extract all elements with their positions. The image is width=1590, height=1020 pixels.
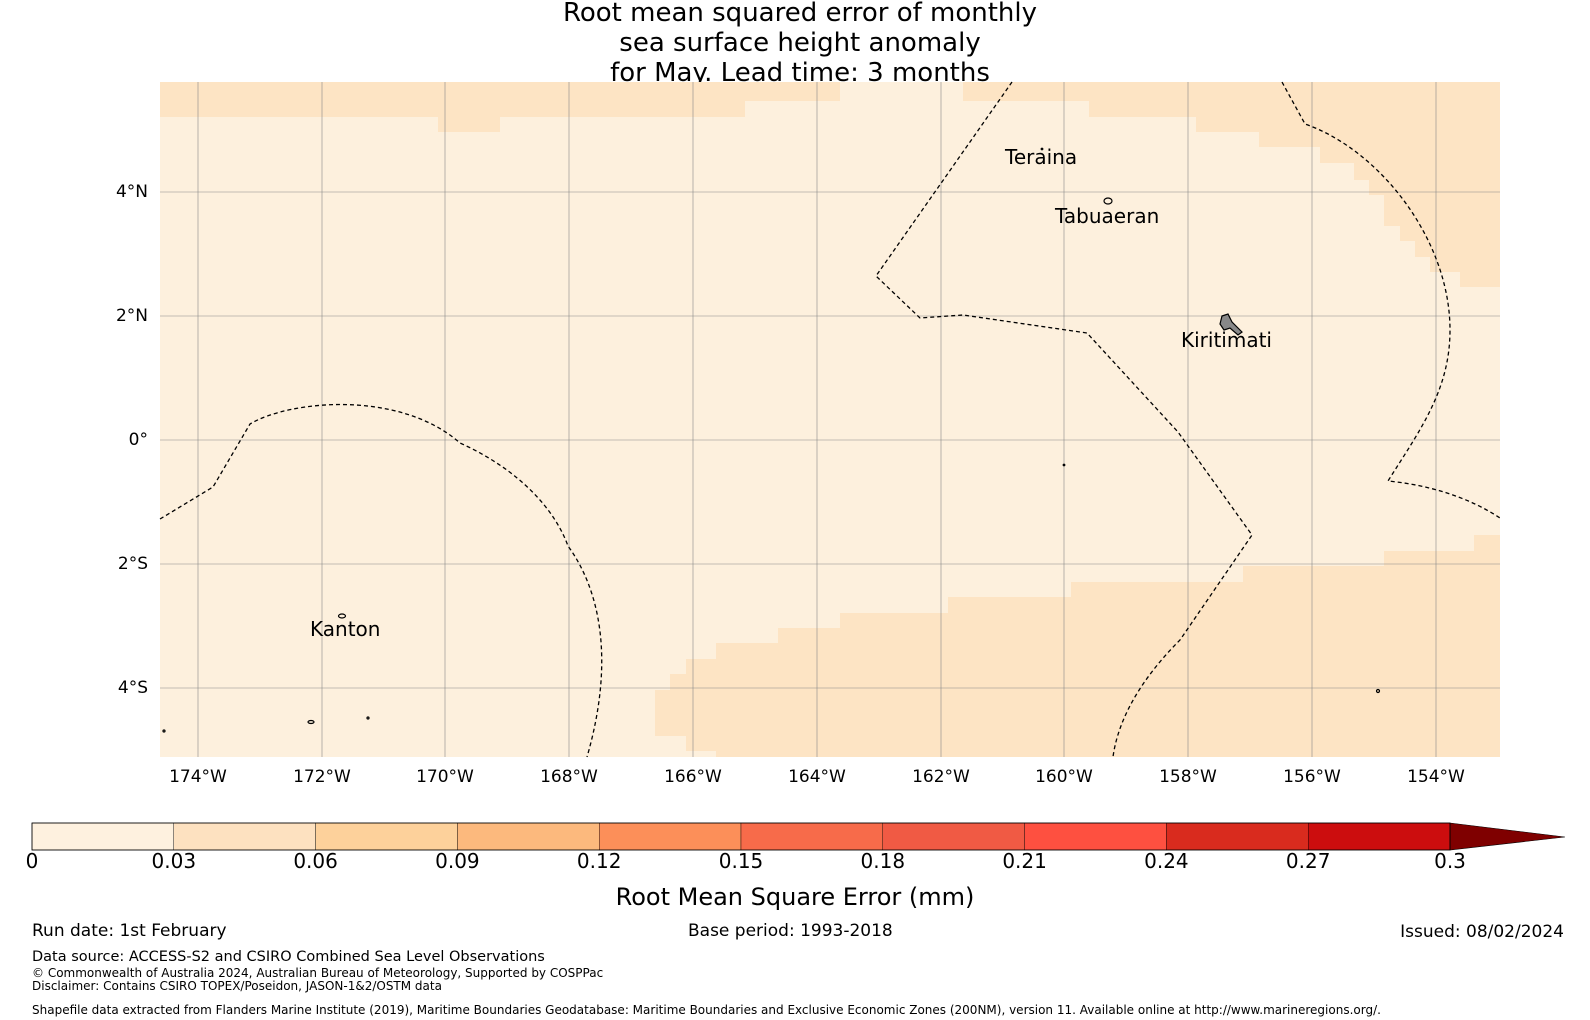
lon-label-170w: 170°W xyxy=(416,767,474,787)
shapefile-credit: Shapefile data extracted from Flanders M… xyxy=(32,1003,1381,1017)
colorbar-label: Root Mean Square Error (mm) xyxy=(615,883,975,911)
island-tabuaeran xyxy=(1103,197,1113,205)
colorbar-segment-5 xyxy=(740,822,884,851)
lat-label-0: 0° xyxy=(128,430,148,450)
lon-label-154w: 154°W xyxy=(1407,767,1465,787)
colorbar-segment-6 xyxy=(882,822,1025,851)
lon-label-166w: 166°W xyxy=(664,767,722,787)
lon-label-164w: 164°W xyxy=(788,767,846,787)
island-small-6 xyxy=(1040,147,1044,151)
island-small-5 xyxy=(1062,463,1066,467)
place-label-kiritimati: Kiritimati xyxy=(1181,328,1272,352)
colorbar-tick-label: 0.3 xyxy=(1434,849,1466,873)
colorbar-tick-label: 0.03 xyxy=(151,849,197,873)
lon-label-172w: 172°W xyxy=(293,767,351,787)
place-label-teraina: Teraina xyxy=(1005,145,1078,169)
lat-label-2s: 2°S xyxy=(117,554,148,574)
colorbar-tick-label: 0.15 xyxy=(718,849,764,873)
colorbar-segments xyxy=(31,822,1451,851)
colorbar-extend-arrow xyxy=(1449,822,1566,851)
lon-label-162w: 162°W xyxy=(912,767,970,787)
colorbar-segment-8 xyxy=(1166,822,1309,851)
gridlines xyxy=(160,82,1500,757)
colorbar-segment-1 xyxy=(173,822,316,851)
chart-title: Root mean squared error of monthly sea s… xyxy=(440,0,1160,88)
lon-label-158w: 158°W xyxy=(1159,767,1217,787)
colorbar xyxy=(31,822,1566,851)
lat-label-4s: 4°S xyxy=(117,678,148,698)
islands xyxy=(162,147,1381,733)
rmse-map xyxy=(159,81,1501,758)
issued-date: Issued: 08/02/2024 xyxy=(1400,922,1564,942)
island-kanton xyxy=(337,613,347,619)
lon-label-168w: 168°W xyxy=(540,767,598,787)
title-line-2: sea surface height anomaly xyxy=(619,28,981,58)
lon-label-174w: 174°W xyxy=(169,767,227,787)
run-date: Run date: 1st February xyxy=(32,921,227,941)
colorbar-tick-label: 0.18 xyxy=(860,849,906,873)
colorbar-segment-3 xyxy=(457,822,600,851)
field-north-band xyxy=(160,82,1500,287)
eez-boundary-east xyxy=(1281,81,1501,519)
island-small-1 xyxy=(307,719,315,725)
place-label-tabuaeran: Tabuaeran xyxy=(1055,204,1160,228)
island-kiritimati xyxy=(1219,313,1243,336)
colorbar-segment-7 xyxy=(1024,822,1167,851)
colorbar-tick-label: 0.24 xyxy=(1144,849,1189,873)
island-small-2 xyxy=(366,716,370,720)
colorbar-tick-label: 0.12 xyxy=(576,849,622,873)
colorbar-tick-label: 0.09 xyxy=(435,849,480,873)
base-period: Base period: 1993-2018 xyxy=(688,921,893,941)
copyright: © Commonwealth of Australia 2024, Austra… xyxy=(32,966,604,980)
lon-label-160w: 160°W xyxy=(1035,767,1093,787)
eez-boundary-line-islands xyxy=(875,81,1253,758)
colorbar-tick-label: 0 xyxy=(25,849,39,873)
field-south-region xyxy=(655,535,1500,757)
data-source: Data source: ACCESS-S2 and CSIRO Combine… xyxy=(32,949,545,965)
colorbar-segment-2 xyxy=(315,822,458,851)
lon-label-156w: 156°W xyxy=(1283,767,1341,787)
place-label-kanton: Kanton xyxy=(310,617,381,641)
colorbar-tick-label: 0.27 xyxy=(1285,849,1331,873)
lat-label-2n: 2°N xyxy=(115,306,148,326)
colorbar-tick-label: 0.21 xyxy=(1002,849,1047,873)
map-field xyxy=(160,82,1500,757)
title-line-1: Root mean squared error of monthly xyxy=(562,0,1038,28)
colorbar-outline xyxy=(31,822,1451,851)
colorbar-tick-label: 0.06 xyxy=(293,849,338,873)
colorbar-segment-4 xyxy=(599,822,742,851)
island-small-3 xyxy=(162,729,166,733)
colorbar-segment-0 xyxy=(31,822,175,851)
eez-boundary-kanton xyxy=(159,403,603,758)
disclaimer: Disclaimer: Contains CSIRO TOPEX/Poseido… xyxy=(32,979,442,993)
island-small-4 xyxy=(1375,688,1381,694)
lat-label-4n: 4°N xyxy=(115,182,148,202)
colorbar-segment-9 xyxy=(1307,822,1451,851)
eez-boundaries xyxy=(159,81,1501,758)
